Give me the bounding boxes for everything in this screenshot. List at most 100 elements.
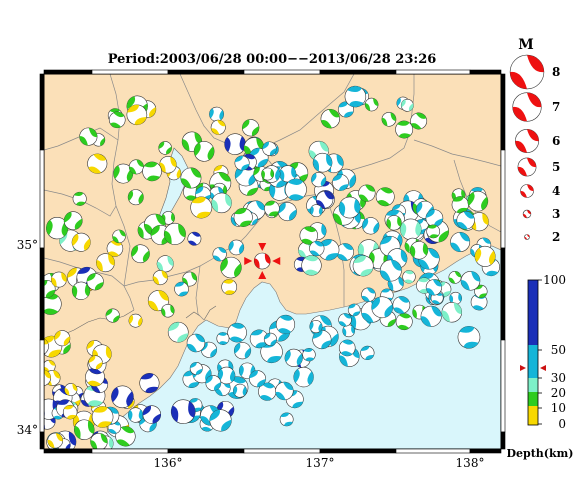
focal-mechanism xyxy=(299,226,318,245)
focal-mechanism xyxy=(261,167,275,181)
magnitude-scale-symbol xyxy=(522,209,532,219)
focal-mechanism xyxy=(105,308,120,323)
focal-mechanism xyxy=(344,85,367,108)
focal-mechanism xyxy=(338,196,361,219)
depth-color-band xyxy=(528,345,538,378)
depth-tick-label: 100 xyxy=(543,273,566,287)
focal-mechanism xyxy=(142,405,162,424)
depth-bar-frame xyxy=(527,279,539,426)
focal-mechanism xyxy=(47,432,64,449)
focal-mechanism xyxy=(209,409,232,432)
focal-mechanism xyxy=(449,291,462,305)
magnitude-scale-label: 6 xyxy=(552,134,560,148)
depth-marker-icon xyxy=(540,365,546,371)
focal-mechanism xyxy=(91,406,114,428)
focal-mechanism xyxy=(279,412,294,427)
focal-mechanism xyxy=(302,348,316,362)
focal-mechanism xyxy=(87,153,108,174)
frame-tick-bar xyxy=(243,448,321,454)
focal-mechanism xyxy=(209,106,224,122)
magnitude-scale-symbol xyxy=(524,234,530,240)
focus-event-mechanism xyxy=(253,252,271,270)
focal-mechanism xyxy=(395,313,413,331)
focal-mechanism xyxy=(126,104,148,126)
magnitude-scale-symbol xyxy=(517,157,537,177)
focal-mechanism xyxy=(249,329,269,349)
focal-mechanism xyxy=(50,271,67,288)
focal-mechanism xyxy=(409,241,429,260)
focal-mechanism xyxy=(450,232,471,253)
lat-tick-label: 35° xyxy=(17,238,38,252)
map-panel xyxy=(39,69,506,454)
focal-mechanism xyxy=(400,98,414,112)
focal-mechanism xyxy=(410,112,428,130)
magnitude-legend-header: M xyxy=(518,37,534,53)
focal-mechanism xyxy=(448,270,462,284)
frame-tick-bar xyxy=(167,448,245,454)
focal-mechanism xyxy=(112,229,126,244)
focal-mechanism xyxy=(263,332,277,346)
focal-mechanism xyxy=(233,207,253,227)
focal-mechanism xyxy=(220,256,242,279)
depth-color-band xyxy=(528,392,538,406)
focal-mechanism xyxy=(241,119,260,137)
focal-mechanism xyxy=(277,202,297,222)
frame-tick-bar xyxy=(500,339,506,433)
focal-mechanism xyxy=(361,287,376,302)
focal-mechanism xyxy=(71,232,91,252)
frame-tick-bar xyxy=(395,448,471,454)
focal-mechanism xyxy=(186,333,206,353)
red-triangle-icon xyxy=(258,271,267,280)
focal-mechanism xyxy=(362,217,380,235)
frame-tick-bar xyxy=(43,69,93,75)
magnitude-scale-label: 8 xyxy=(552,65,560,79)
depth-color-band xyxy=(528,280,538,345)
magnitude-scale-symbol xyxy=(515,129,539,153)
focal-mechanism xyxy=(379,259,402,282)
depth-tick-label: 30 xyxy=(551,371,566,385)
focal-mechanism xyxy=(190,196,213,219)
focal-mechanism xyxy=(279,165,297,183)
focal-mechanism xyxy=(170,399,196,424)
focal-mechanism xyxy=(381,111,397,127)
focal-mechanism xyxy=(127,407,144,423)
frame-tick-bar xyxy=(39,339,45,433)
focal-mechanism xyxy=(420,305,442,327)
focal-mechanism xyxy=(161,304,175,318)
magnitude-scale-symbol xyxy=(520,184,534,198)
focal-mechanism xyxy=(474,284,488,299)
magnitude-scale-symbol xyxy=(512,92,542,122)
focal-mechanism xyxy=(284,178,307,201)
focal-mechanism xyxy=(309,320,323,334)
focal-mechanism xyxy=(315,191,334,209)
focal-mechanism xyxy=(212,247,227,262)
focal-mechanism xyxy=(54,330,71,347)
focal-mechanism xyxy=(352,255,374,277)
depth-marker-icon xyxy=(520,365,526,371)
frame-tick-bar xyxy=(167,69,245,75)
focal-mechanism xyxy=(106,240,124,257)
focal-mechanism xyxy=(62,404,78,420)
focal-mechanism xyxy=(338,339,356,357)
focal-mechanism xyxy=(275,381,294,401)
focus-event xyxy=(244,243,281,280)
focal-mechanism xyxy=(44,359,56,373)
focal-mechanism xyxy=(451,196,469,214)
magnitude-scale-label: 3 xyxy=(552,207,560,221)
focal-mechanism xyxy=(392,296,411,314)
focal-mechanism xyxy=(44,369,52,386)
focal-mechanism xyxy=(152,270,168,286)
depth-tick-label: 50 xyxy=(551,343,566,357)
frame-tick-bar xyxy=(39,431,45,450)
depth-tick-label: 0 xyxy=(558,417,566,431)
frame-tick-bar xyxy=(500,247,506,341)
focal-mechanism xyxy=(115,426,136,447)
red-triangle-icon xyxy=(258,243,267,252)
focal-mechanism xyxy=(228,239,245,256)
focal-mechanism xyxy=(402,270,416,284)
lon-tick-label: 138° xyxy=(456,456,485,470)
depth-tick-label: 20 xyxy=(551,386,566,400)
focal-mechanism xyxy=(233,383,247,398)
focal-mechanism xyxy=(221,279,238,295)
focal-mechanism xyxy=(425,279,443,296)
